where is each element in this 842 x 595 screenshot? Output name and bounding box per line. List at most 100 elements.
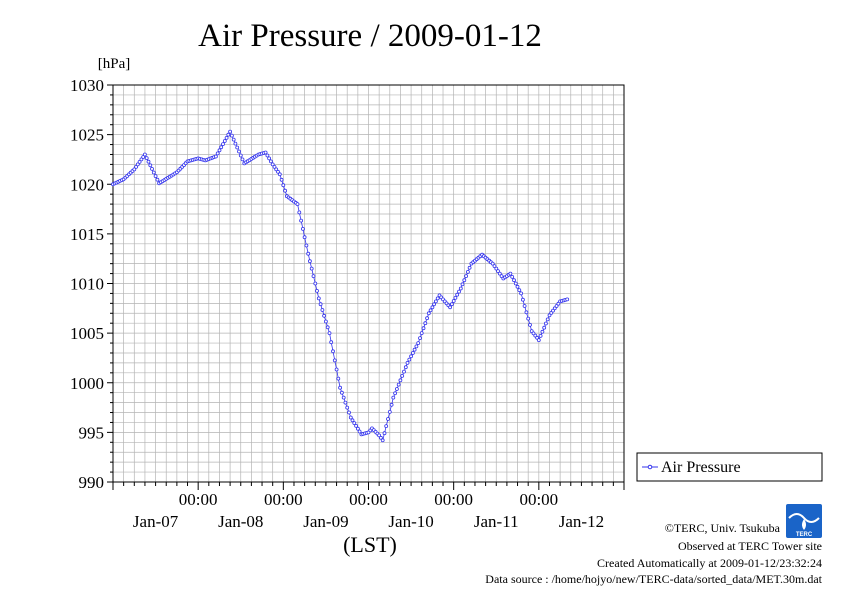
y-tick-label: 1025	[70, 126, 104, 145]
y-axis-unit: [hPa]	[98, 56, 131, 72]
data-point	[281, 183, 286, 188]
y-tick-label: 990	[79, 473, 105, 492]
data-point	[391, 395, 396, 400]
data-point	[347, 410, 351, 415]
logo-drop	[802, 519, 806, 530]
data-point	[274, 167, 279, 172]
data-point	[302, 235, 307, 240]
data-point	[382, 431, 387, 436]
data-point	[545, 317, 550, 322]
data-point	[323, 319, 328, 324]
data-point	[453, 295, 458, 300]
data-point	[219, 145, 224, 150]
data-point	[295, 202, 300, 207]
data-point	[341, 395, 346, 400]
data-point	[499, 274, 504, 279]
data-point	[419, 331, 424, 336]
x-tick-time-label: 00:00	[434, 490, 473, 509]
data-point	[492, 264, 497, 269]
data-point	[325, 325, 330, 330]
data-point	[462, 278, 467, 283]
data-point	[510, 274, 515, 279]
data-point	[224, 135, 229, 140]
data-point	[418, 336, 422, 341]
data-point	[536, 338, 541, 343]
data-point	[354, 423, 359, 428]
data-point	[350, 418, 355, 423]
data-point	[151, 170, 156, 175]
data-point	[313, 281, 318, 286]
data-point	[410, 351, 415, 355]
data-point	[222, 139, 227, 143]
data-point	[279, 177, 284, 182]
x-tick-date-label: Jan-12	[559, 512, 604, 531]
data-point	[336, 376, 341, 381]
data-point	[449, 302, 454, 307]
data-point	[235, 145, 240, 150]
x-tick-time-label: 00:00	[264, 490, 303, 509]
data-point	[233, 141, 238, 146]
data-point	[490, 261, 495, 266]
data-point	[433, 299, 438, 304]
data-point	[348, 415, 353, 420]
data-point	[547, 313, 552, 318]
series-air-pressure	[111, 129, 570, 443]
data-point	[221, 142, 225, 147]
data-point	[272, 164, 277, 169]
y-tick-label: 1000	[70, 374, 104, 393]
legend-box	[636, 452, 823, 482]
data-point	[416, 341, 421, 346]
logo-wave	[788, 513, 820, 523]
data-point	[421, 326, 426, 331]
data-point	[565, 297, 570, 302]
data-point	[276, 169, 280, 174]
x-tick-time-label: 00:00	[349, 490, 388, 509]
source-text: Data source : /home/hojyo/new/TERC-data/…	[485, 572, 822, 586]
data-point	[457, 289, 461, 294]
data-point	[455, 292, 460, 297]
data-point	[277, 172, 282, 177]
data-point	[332, 358, 337, 363]
data-point	[150, 166, 154, 171]
data-point	[405, 360, 410, 365]
data-point	[237, 149, 241, 154]
series-line	[112, 130, 568, 442]
data-point	[464, 274, 469, 279]
data-point	[528, 322, 532, 327]
data-point	[378, 435, 383, 440]
x-tick-date-label: Jan-07	[133, 512, 179, 531]
data-point	[307, 259, 312, 264]
data-point	[148, 163, 153, 168]
data-point	[318, 302, 323, 307]
y-tick-label: 1030	[70, 76, 104, 95]
data-point	[526, 316, 531, 321]
data-point	[494, 266, 499, 271]
data-point	[412, 347, 417, 352]
data-point	[146, 159, 151, 164]
data-point	[400, 373, 405, 378]
data-point	[231, 137, 236, 142]
data-point	[297, 210, 302, 215]
data-point	[283, 188, 288, 193]
data-point	[141, 155, 146, 159]
data-point	[394, 387, 399, 391]
data-point	[213, 154, 218, 159]
x-tick-time-label: 00:00	[179, 490, 218, 509]
x-tick-date-label: Jan-09	[303, 512, 348, 531]
data-point	[448, 305, 453, 310]
data-point	[519, 291, 523, 296]
copyright-text: ©TERC, Univ. Tsukuba	[665, 521, 781, 535]
data-point	[387, 409, 392, 414]
data-point	[352, 421, 357, 426]
data-point	[142, 152, 147, 157]
logo-text: TERC	[796, 532, 813, 538]
x-tick-date-label: Jan-08	[218, 512, 263, 531]
data-point	[215, 151, 220, 156]
data-point	[386, 417, 390, 421]
data-point	[306, 251, 311, 256]
data-point	[268, 159, 273, 164]
plot-frame	[107, 84, 625, 490]
data-point	[425, 316, 430, 321]
